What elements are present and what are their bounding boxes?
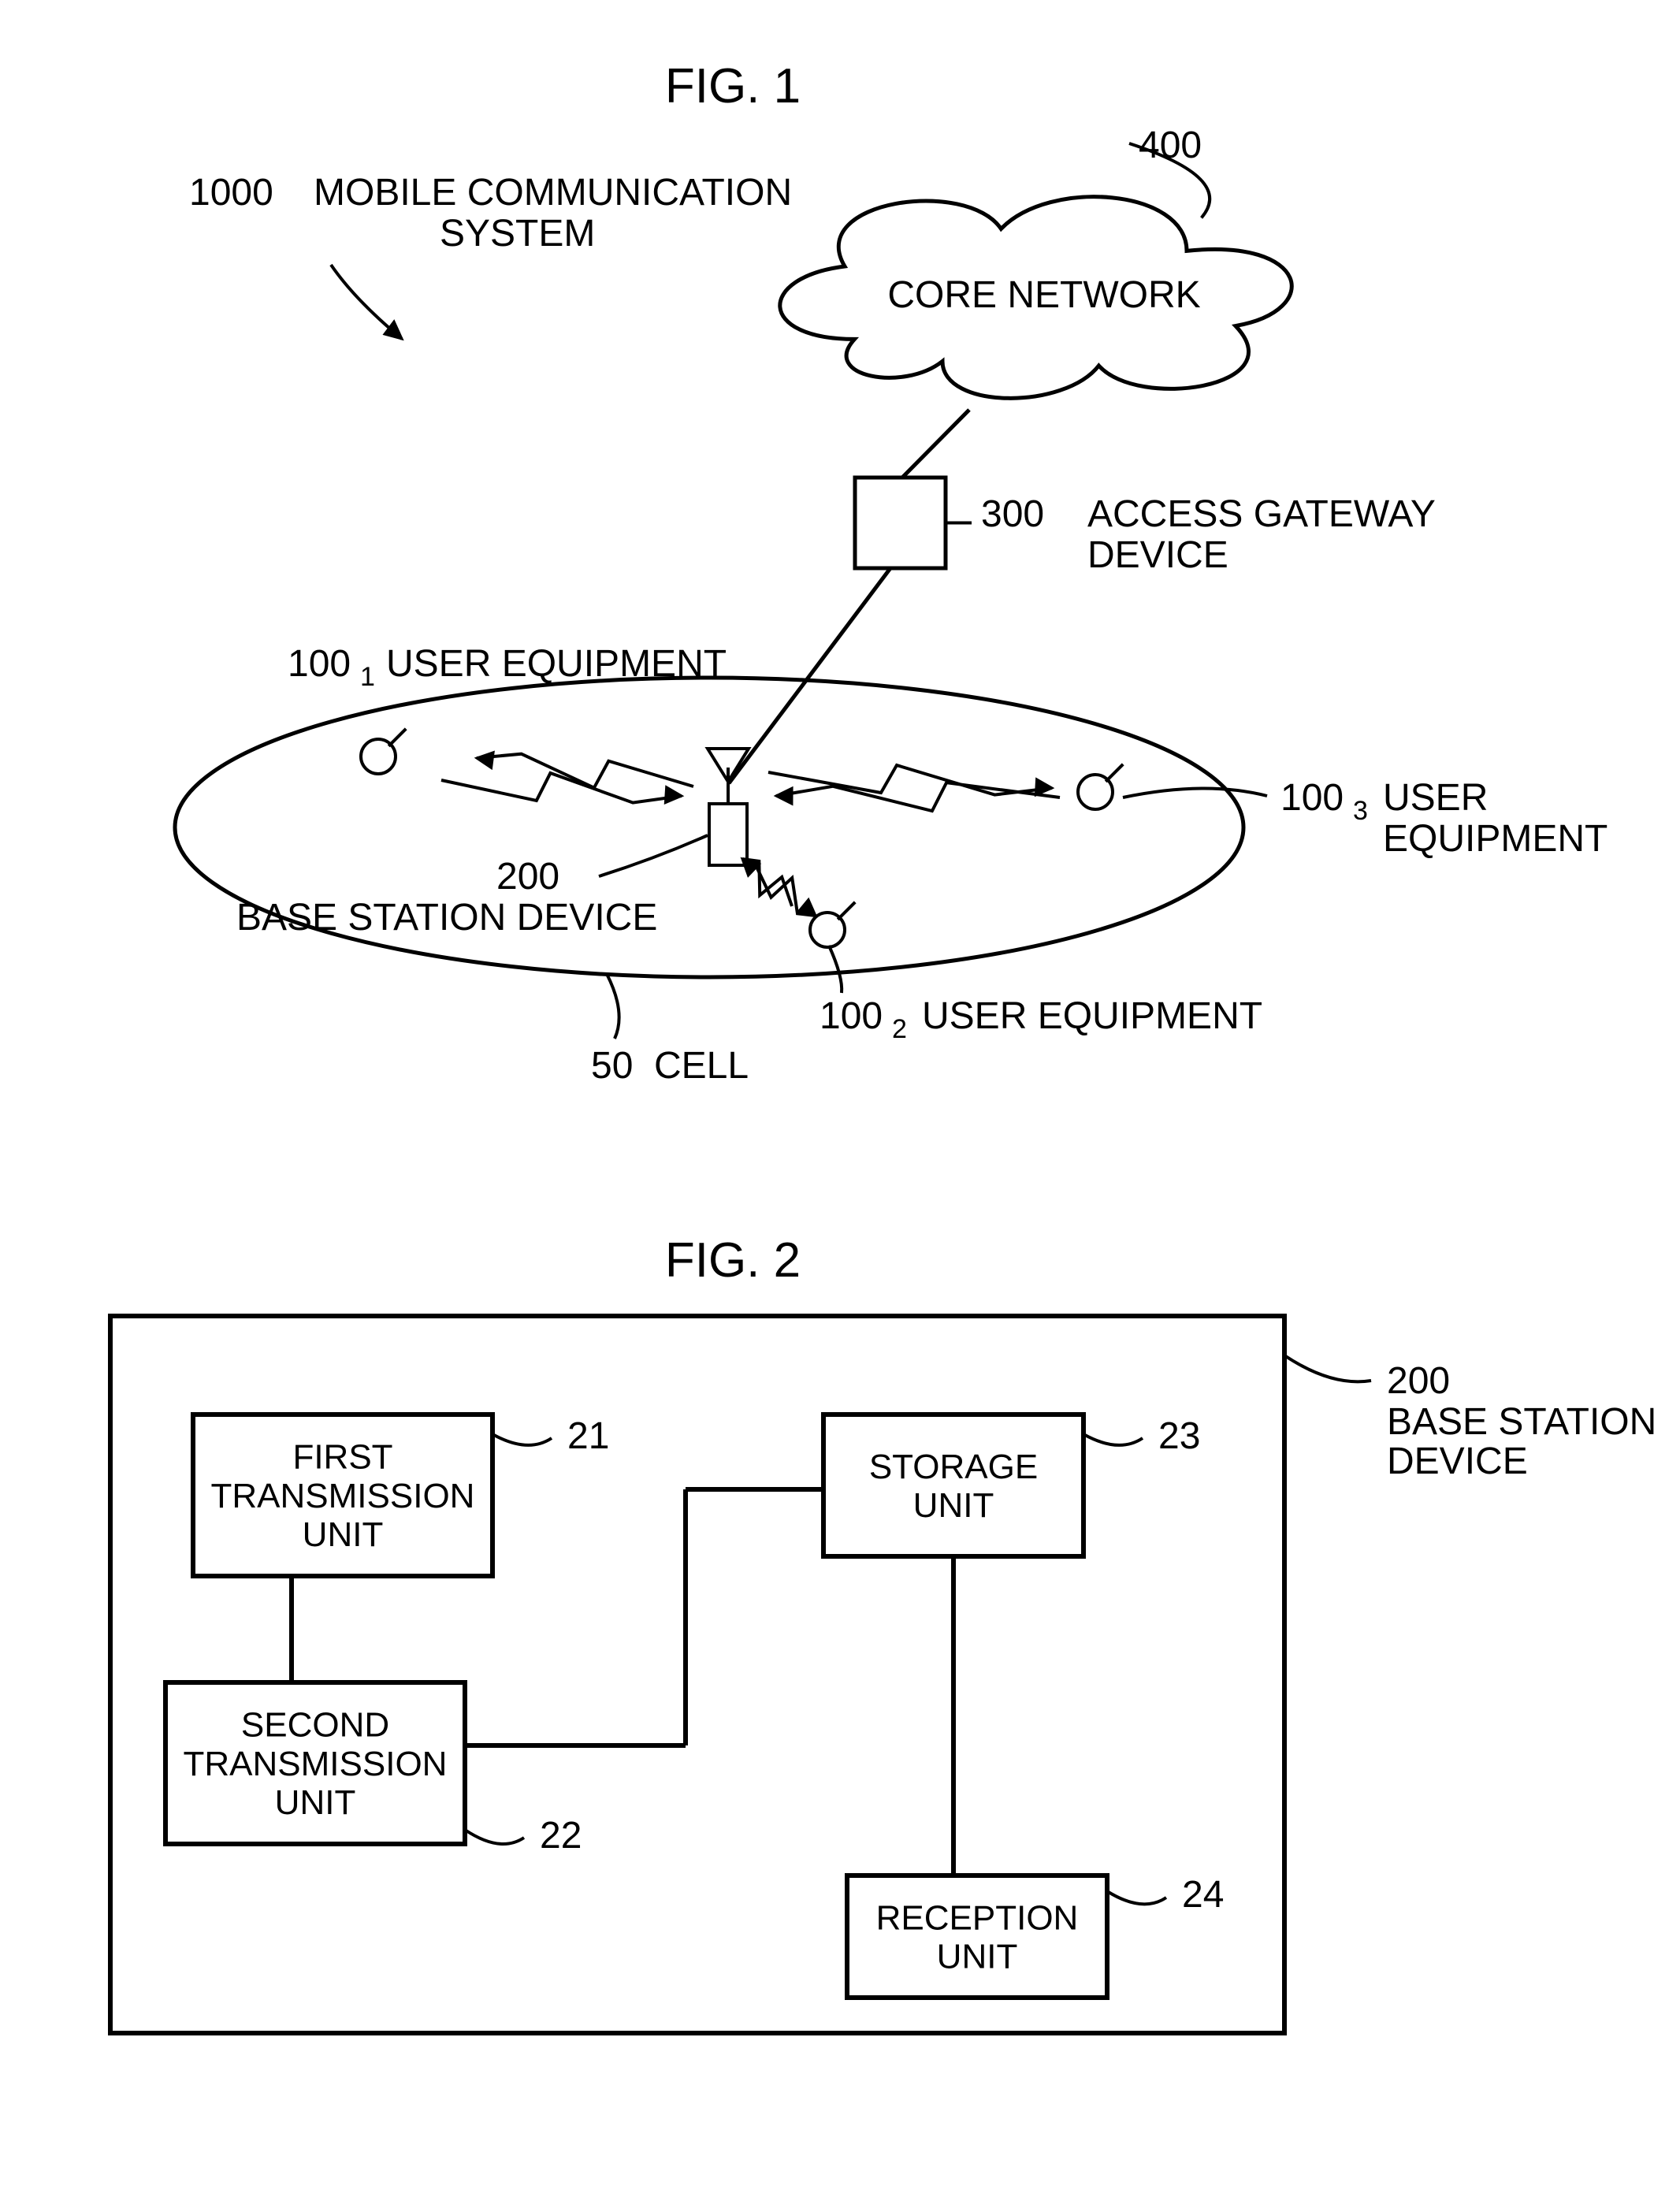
bolt-bs-ue1-a-head [665,787,682,803]
box-21-num: 21 [567,1415,609,1457]
ue2-leader [829,946,842,993]
bolt-bs-ue1-b [477,754,693,788]
box-22-line-0: SECOND [241,1706,389,1745]
fig2-outer-label-1: BASE STATION [1387,1401,1656,1443]
cell-label: CELL [654,1045,749,1087]
ue1-sub: 1 [360,662,375,692]
fig2-outer-label-2: DEVICE [1387,1441,1528,1482]
box-21-line-1: TRANSMISSION [211,1477,475,1515]
ue1-label: USER EQUIPMENT [386,643,727,685]
box-21-line-0: FIRST [292,1438,392,1477]
ue3-label-1: USER [1383,777,1488,819]
box-21-line-2: UNIT [303,1515,384,1554]
fig1-title: FIG. 1 [665,59,801,113]
gateway-num: 300 [981,493,1044,535]
box-22-num: 22 [540,1815,582,1857]
gateway-label-1: ACCESS GATEWAY [1087,493,1436,535]
bs-label: BASE STATION DEVICE [236,897,657,939]
bolt-bs-ue1-b-head [477,753,493,768]
gateway-label-2: DEVICE [1087,534,1228,576]
bolt-bs-ue2-a-head [798,900,816,916]
fig2-title: FIG. 2 [665,1233,801,1288]
system-label-2: SYSTEM [440,213,595,255]
box-22-line-1: TRANSMISSION [184,1745,448,1783]
ue3-tail [1106,764,1123,782]
ue3-num: 100 [1280,777,1344,819]
ue3-leader [1123,788,1267,797]
ue1-tail [388,729,406,746]
box-24-line-0: RECEPTION [876,1898,1079,1937]
box-24-line-1: UNIT [937,1938,1018,1976]
bolt-bs-ue1-a [441,773,682,803]
bolt-bs-ue3-a-head [1035,779,1052,795]
box-23-line-1: UNIT [913,1486,994,1525]
ue1-num: 100 [288,643,351,685]
box-21-leader [492,1434,552,1445]
gw-bs-link [729,568,890,783]
box-23-num: 23 [1158,1415,1200,1457]
fig2-outer-leader [1284,1355,1371,1381]
box-23-leader [1083,1434,1143,1445]
ue2-num: 100 [820,995,883,1037]
system-num: 1000 [189,172,273,214]
box-24-num: 24 [1182,1874,1224,1916]
gateway-box [855,478,946,568]
core-network-label: CORE NETWORK [887,274,1200,316]
ue2-tail [838,902,855,920]
system-label-1: MOBILE COMMUNICATION [314,172,792,214]
ue3-label-2: EQUIPMENT [1383,818,1608,860]
bs-box [709,804,747,865]
ue2-sub: 2 [892,1014,907,1044]
box-23-line-0: STORAGE [869,1448,1038,1486]
page: FIG. 1 1000 MOBILE COMMUNICATIONSYSTEM CORE… [0,0,1680,2193]
box-22-leader [465,1830,524,1844]
cloud-gw-link [902,410,969,478]
bolt-bs-ue3-b-head [776,788,792,804]
ue2-label: USER EQUIPMENT [922,995,1262,1037]
bs-leader [599,835,708,876]
ue3-sub: 3 [1353,796,1368,826]
cell-num: 50 [591,1045,633,1087]
bolt-bs-ue3-b [776,783,1060,811]
fig2-outer-num: 200 [1387,1360,1450,1402]
box-24-leader [1107,1891,1166,1904]
bs-num: 200 [496,856,559,898]
box-22-line-2: UNIT [275,1783,356,1822]
diagram-canvas: FIG. 1 1000 MOBILE COMMUNICATIONSYSTEM CORE… [0,0,1680,2193]
cell-leader [607,974,619,1039]
